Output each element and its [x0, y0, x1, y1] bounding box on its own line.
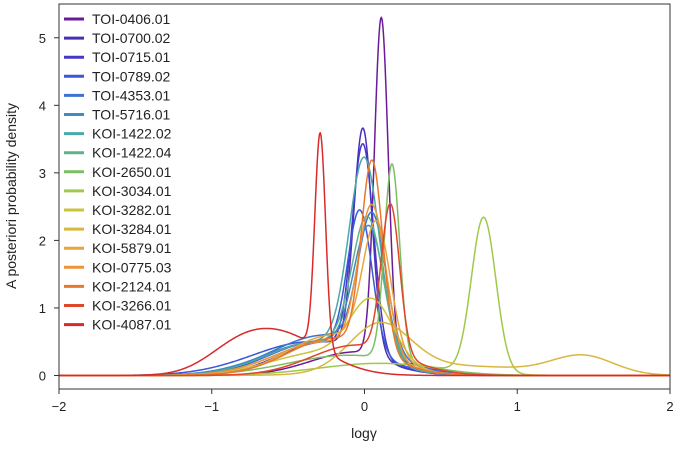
y-axis-label: A posteriori probability density	[3, 103, 19, 289]
legend-label-14: KOI-0775.03	[92, 259, 172, 275]
x-tick-label-1: −2	[52, 399, 67, 414]
x-axis: −2 −1 0 1 2	[52, 389, 674, 414]
legend-label-8: KOI-1422.04	[92, 145, 172, 161]
series-line-17	[59, 131, 670, 377]
legend-label-6: TOI-5716.01	[92, 107, 171, 123]
legend-label-15: KOI-2124.01	[92, 278, 172, 294]
x-axis-label: logγ	[351, 425, 377, 441]
legend-label-16: KOI-3266.01	[92, 298, 172, 314]
legend-label-3: TOI-0715.01	[92, 49, 171, 65]
x-tick-label-5: 2	[666, 399, 673, 414]
y-axis: 0 1 2 3 4 5	[39, 31, 59, 383]
y-tick-label-4: 3	[39, 166, 46, 181]
legend-label-12: KOI-3284.01	[92, 221, 172, 237]
y-tick-label-2: 1	[39, 301, 46, 316]
legend-label-2: TOI-0700.02	[92, 30, 171, 46]
x-tick-label-3: 0	[361, 399, 368, 414]
y-tick-label-1: 0	[39, 368, 46, 383]
legend-label-13: KOI-5879.01	[92, 240, 172, 256]
legend-label-4: TOI-0789.02	[92, 68, 171, 84]
x-tick-label-2: −1	[204, 399, 219, 414]
y-tick-label-5: 4	[39, 98, 46, 113]
y-tick-label-6: 5	[39, 31, 46, 46]
legend-label-10: KOI-3034.01	[92, 183, 172, 199]
legend-label-5: TOI-4353.01	[92, 87, 171, 103]
legend-label-9: KOI-2650.01	[92, 164, 172, 180]
x-tick-label-4: 1	[514, 399, 521, 414]
legend: TOI-0406.01 TOI-0700.02 TOI-0715.01 TOI-078…	[64, 11, 172, 333]
legend-label-17: KOI-4087.01	[92, 317, 172, 333]
legend-label-7: KOI-1422.02	[92, 126, 172, 142]
legend-label-11: KOI-3282.01	[92, 202, 172, 218]
plot-lines	[59, 16, 671, 377]
y-tick-label-3: 2	[39, 233, 46, 248]
legend-label-1: TOI-0406.01	[92, 11, 171, 27]
